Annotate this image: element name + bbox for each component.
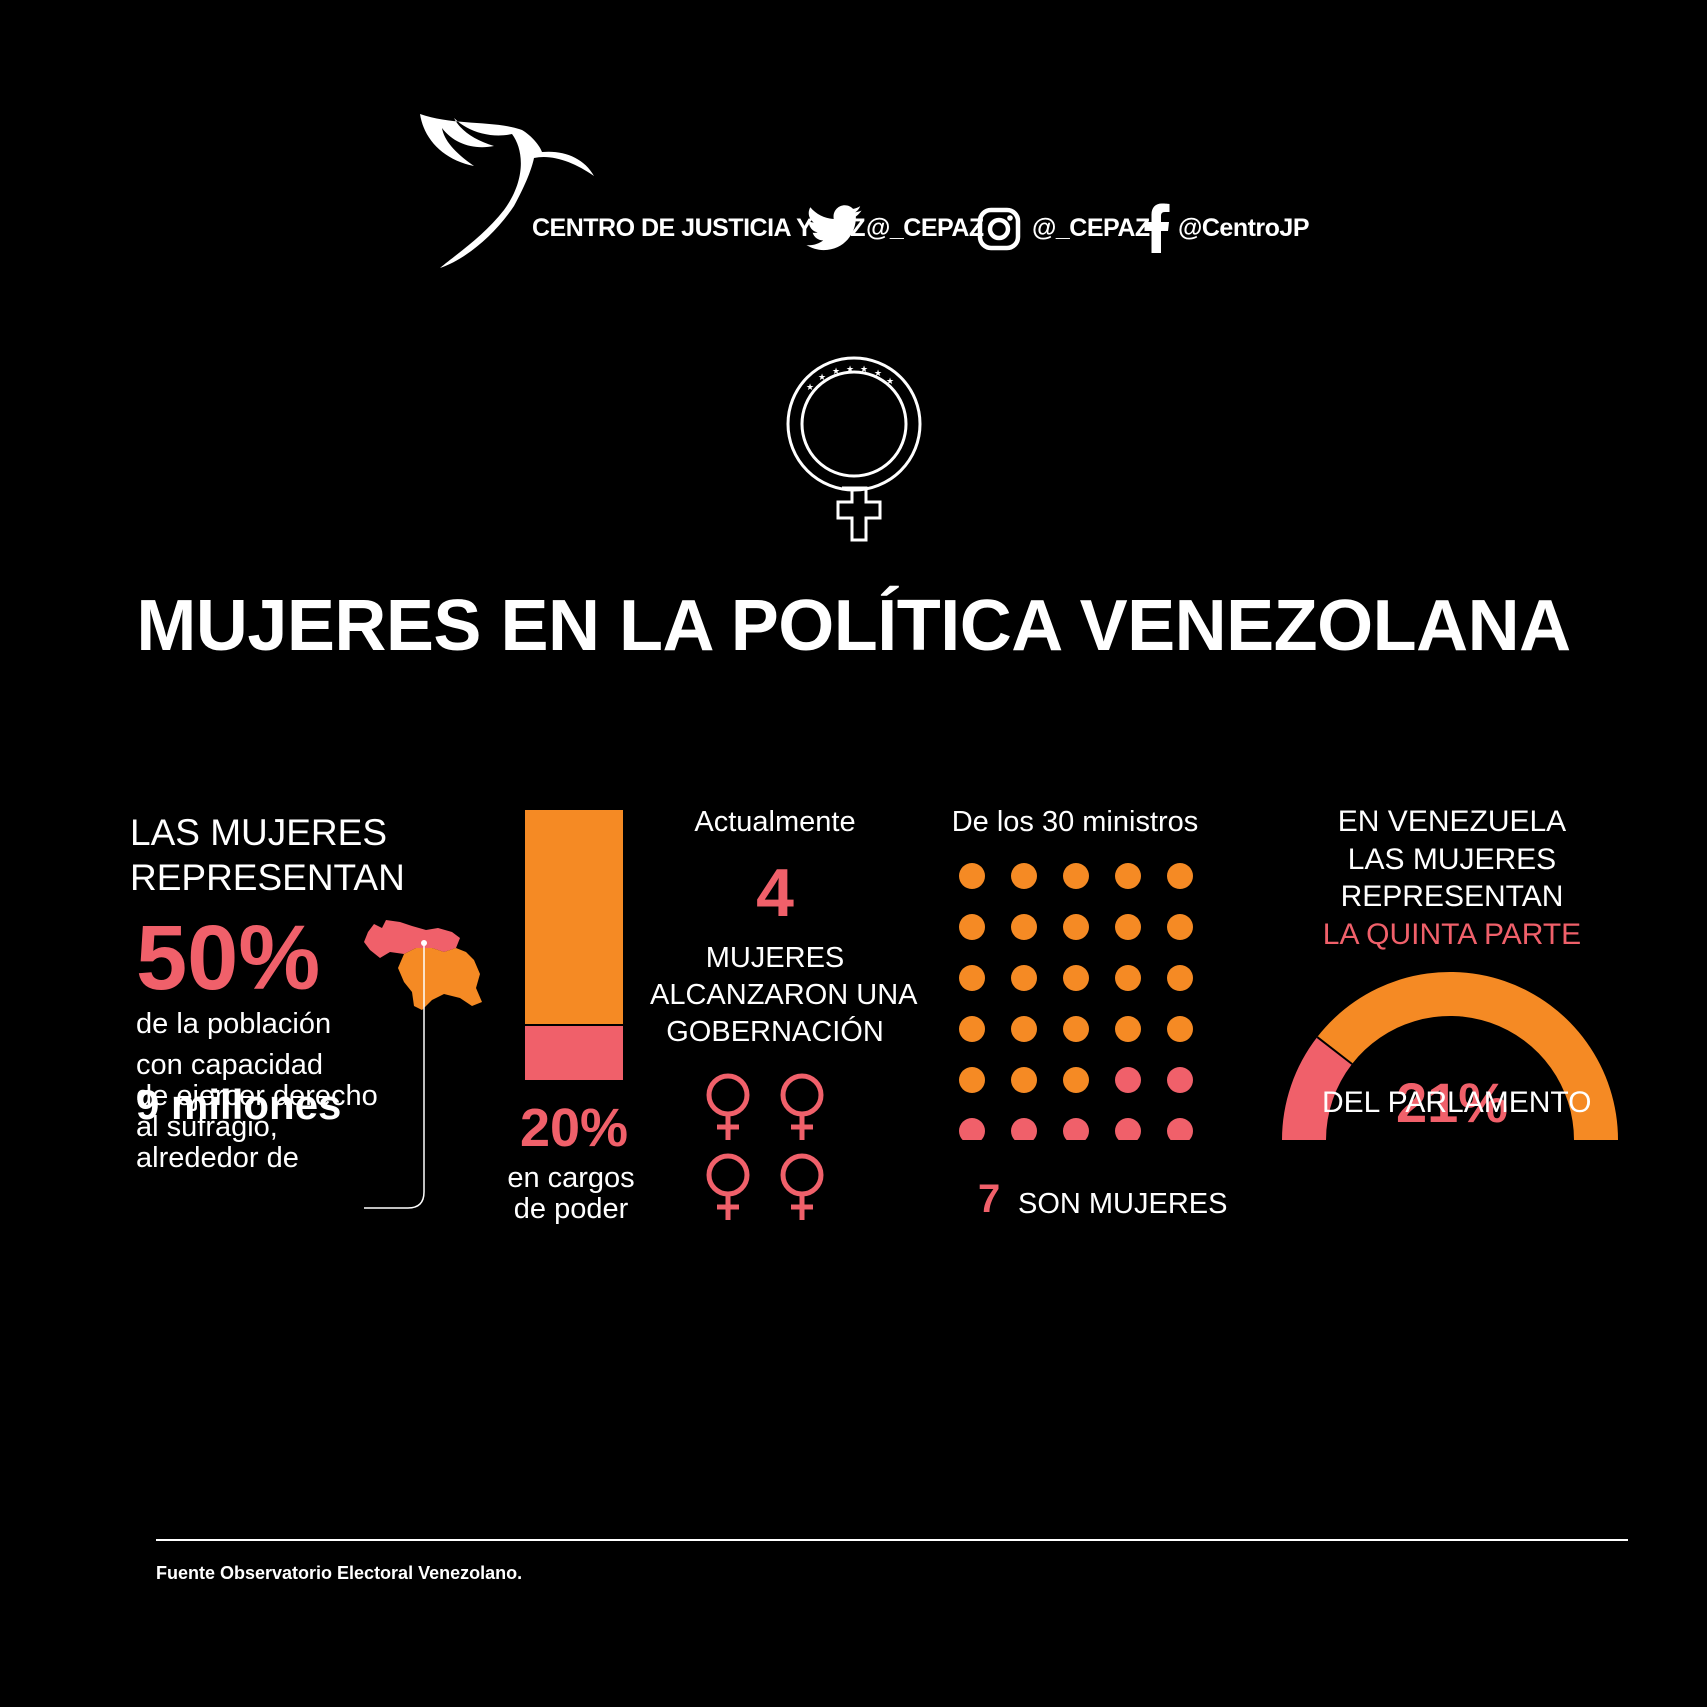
minister-dot	[1063, 863, 1089, 889]
panel4-intro: De los 30 ministros	[951, 806, 1199, 838]
panel2-percent: 20%	[519, 1098, 629, 1158]
page-title: MUJERES EN LA POLÍTICA VENEZOLANA	[136, 586, 1571, 666]
minister-dot-woman	[1115, 1118, 1141, 1140]
minister-dot	[1011, 1016, 1037, 1042]
female-icon-grid	[700, 1072, 850, 1232]
panel3-intro: Actualmente	[694, 806, 856, 838]
minister-dot	[1011, 1067, 1037, 1093]
female-icon	[780, 1153, 824, 1220]
parliament-gauge	[1282, 972, 1618, 1140]
minister-dot	[959, 965, 985, 991]
panel5-percent: 21%	[1395, 1071, 1509, 1134]
minister-dot-woman	[1063, 1118, 1089, 1140]
minister-dot-woman	[1115, 1067, 1141, 1093]
panel1-desc-line2: con capacidad	[136, 1049, 324, 1081]
minister-dot	[1115, 914, 1141, 940]
panel5-line1: EN VENEZUELA	[1337, 805, 1567, 838]
minister-dot	[1063, 1067, 1089, 1093]
svg-text:★: ★	[806, 383, 814, 393]
org-name: CENTRO DE JUSTICIA Y PAZ	[532, 214, 865, 242]
minister-dot	[1167, 914, 1193, 940]
minister-dot-woman	[959, 1118, 985, 1140]
panel3-text-line1: MUJERES	[705, 942, 845, 974]
svg-text:★: ★	[886, 377, 894, 387]
panel1-desc-line3: de ejercer derecho	[136, 1080, 378, 1112]
panel1-millions: 9 millones	[136, 1081, 342, 1128]
footer-divider	[156, 1539, 1628, 1541]
panel1-desc-line5: alrededor de	[136, 1142, 299, 1174]
minister-dot	[1167, 863, 1193, 889]
gauge-separator	[1316, 1036, 1353, 1065]
map-pointer-line	[364, 940, 427, 1209]
female-icon	[706, 1073, 750, 1140]
power-bar-fill	[525, 1024, 623, 1080]
minister-dot	[1115, 965, 1141, 991]
minister-dot	[1011, 965, 1037, 991]
panel5-line2: LAS MUJERES	[1347, 843, 1557, 876]
panel1-desc-line4: al sufragio,	[136, 1111, 278, 1143]
minister-dot-woman	[1011, 1118, 1037, 1140]
minister-dot	[1011, 863, 1037, 889]
svg-text:★: ★	[832, 367, 840, 377]
minister-dot	[1167, 1016, 1193, 1042]
ministers-dot-grid	[959, 863, 1193, 1140]
panel1-desc-line1: de la población	[136, 1008, 332, 1040]
minister-dot	[959, 1067, 985, 1093]
minister-dot-woman	[1167, 1067, 1193, 1093]
panel5-label: DEL PARLAMENTO	[1322, 1086, 1592, 1119]
venezuela-map-icon	[364, 920, 482, 1010]
gauge-women-segment	[1282, 1037, 1353, 1140]
facebook-icon[interactable]	[1143, 203, 1171, 253]
instagram-handle[interactable]: @_CEPAZ	[1032, 214, 1150, 242]
female-symbol-icon: ★ ★ ★ ★ ★ ★ ★	[786, 356, 922, 542]
panel5-line3: REPRESENTAN	[1340, 880, 1564, 913]
panel4-number: 7	[978, 1177, 1001, 1221]
power-bar	[525, 810, 623, 1080]
panel4-label: SON MUJERES	[1018, 1188, 1228, 1220]
minister-dot	[1063, 965, 1089, 991]
twitter-handle[interactable]: @_CEPAZ	[866, 214, 984, 242]
dove-logo-icon	[420, 114, 594, 268]
minister-dot	[959, 1016, 985, 1042]
panel3-text-line3: GOBERNACIÓN	[666, 1016, 884, 1048]
minister-dot	[1167, 965, 1193, 991]
minister-dot	[1115, 1016, 1141, 1042]
panel1-heading-line1: LAS MUJERES	[130, 812, 388, 853]
gauge-rest-segment	[1317, 972, 1618, 1140]
minister-dot	[1011, 914, 1037, 940]
svg-text:★: ★	[846, 365, 854, 375]
panel2-label-line2: de poder	[513, 1193, 629, 1225]
panel1-heading-line2: REPRESENTAN	[130, 857, 405, 898]
minister-dot	[1063, 914, 1089, 940]
panel3-text-line2: ALCANZARON UNA	[650, 979, 918, 1011]
panel1-percent: 50%	[136, 907, 321, 1009]
panel2-label-line1: en cargos	[507, 1162, 635, 1194]
instagram-icon[interactable]	[977, 207, 1021, 251]
facebook-handle[interactable]: @CentroJP	[1178, 214, 1310, 242]
minister-dot	[959, 914, 985, 940]
panel5-highlight: LA QUINTA PARTE	[1322, 918, 1582, 951]
minister-dot	[959, 863, 985, 889]
minister-dot	[1115, 863, 1141, 889]
minister-dot-woman	[1167, 1118, 1193, 1140]
footer-source: Fuente Observatorio Electoral Venezolano…	[156, 1563, 523, 1583]
svg-text:★: ★	[874, 369, 882, 379]
female-icon	[706, 1153, 750, 1220]
female-icon	[780, 1073, 824, 1140]
svg-text:★: ★	[818, 373, 826, 383]
panel3-number: 4	[756, 855, 794, 931]
minister-dot	[1063, 1016, 1089, 1042]
svg-text:★: ★	[860, 365, 868, 375]
twitter-icon[interactable]	[806, 205, 862, 251]
